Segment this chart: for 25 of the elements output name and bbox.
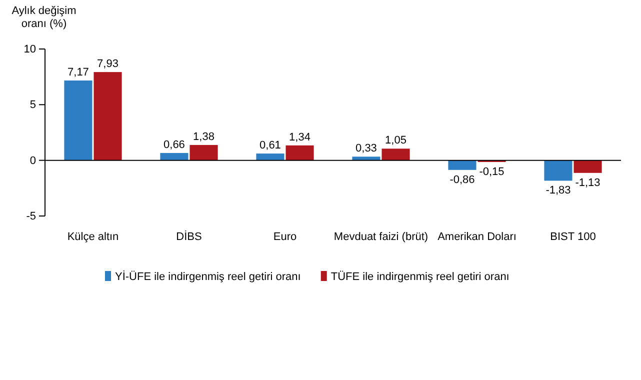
data-label: -1,83: [546, 184, 571, 197]
data-label: 1,05: [385, 134, 406, 147]
x-tick-label: Mevduat faizi (brüt): [334, 231, 428, 243]
data-label: -0,15: [479, 166, 504, 178]
x-tick-label: Euro: [273, 231, 297, 243]
data-label: 7,93: [97, 58, 118, 70]
y-axis-title: Aylık değişim oranı (%): [12, 5, 76, 30]
y-tick-label: 0: [30, 154, 36, 167]
data-label: 0,61: [260, 140, 281, 152]
data-label: 0,33: [356, 142, 377, 155]
data-label: 7,17: [68, 66, 89, 79]
x-tick-label: BIST 100: [550, 231, 596, 243]
legend-label: TÜFE ile indirgenmiş reel getiri oranı: [330, 270, 510, 283]
data-label: 0,66: [164, 138, 185, 151]
x-tick-label: Külçe altın: [67, 231, 119, 243]
data-label: -1,13: [575, 176, 600, 189]
data-label: 1,38: [193, 130, 214, 143]
legend-label: Yİ-ÜFE ile indirgenmiş reel getiri oranı: [115, 270, 301, 283]
y-tick-label: 10: [24, 44, 36, 56]
x-tick-label: DİBS: [176, 230, 202, 243]
y-tick-label: -5: [26, 210, 36, 223]
y-tick-label: 5: [30, 99, 36, 112]
data-label: -0,86: [450, 174, 475, 186]
x-tick-label: Amerikan Doları: [438, 231, 516, 243]
data-label: 1,34: [289, 131, 310, 144]
